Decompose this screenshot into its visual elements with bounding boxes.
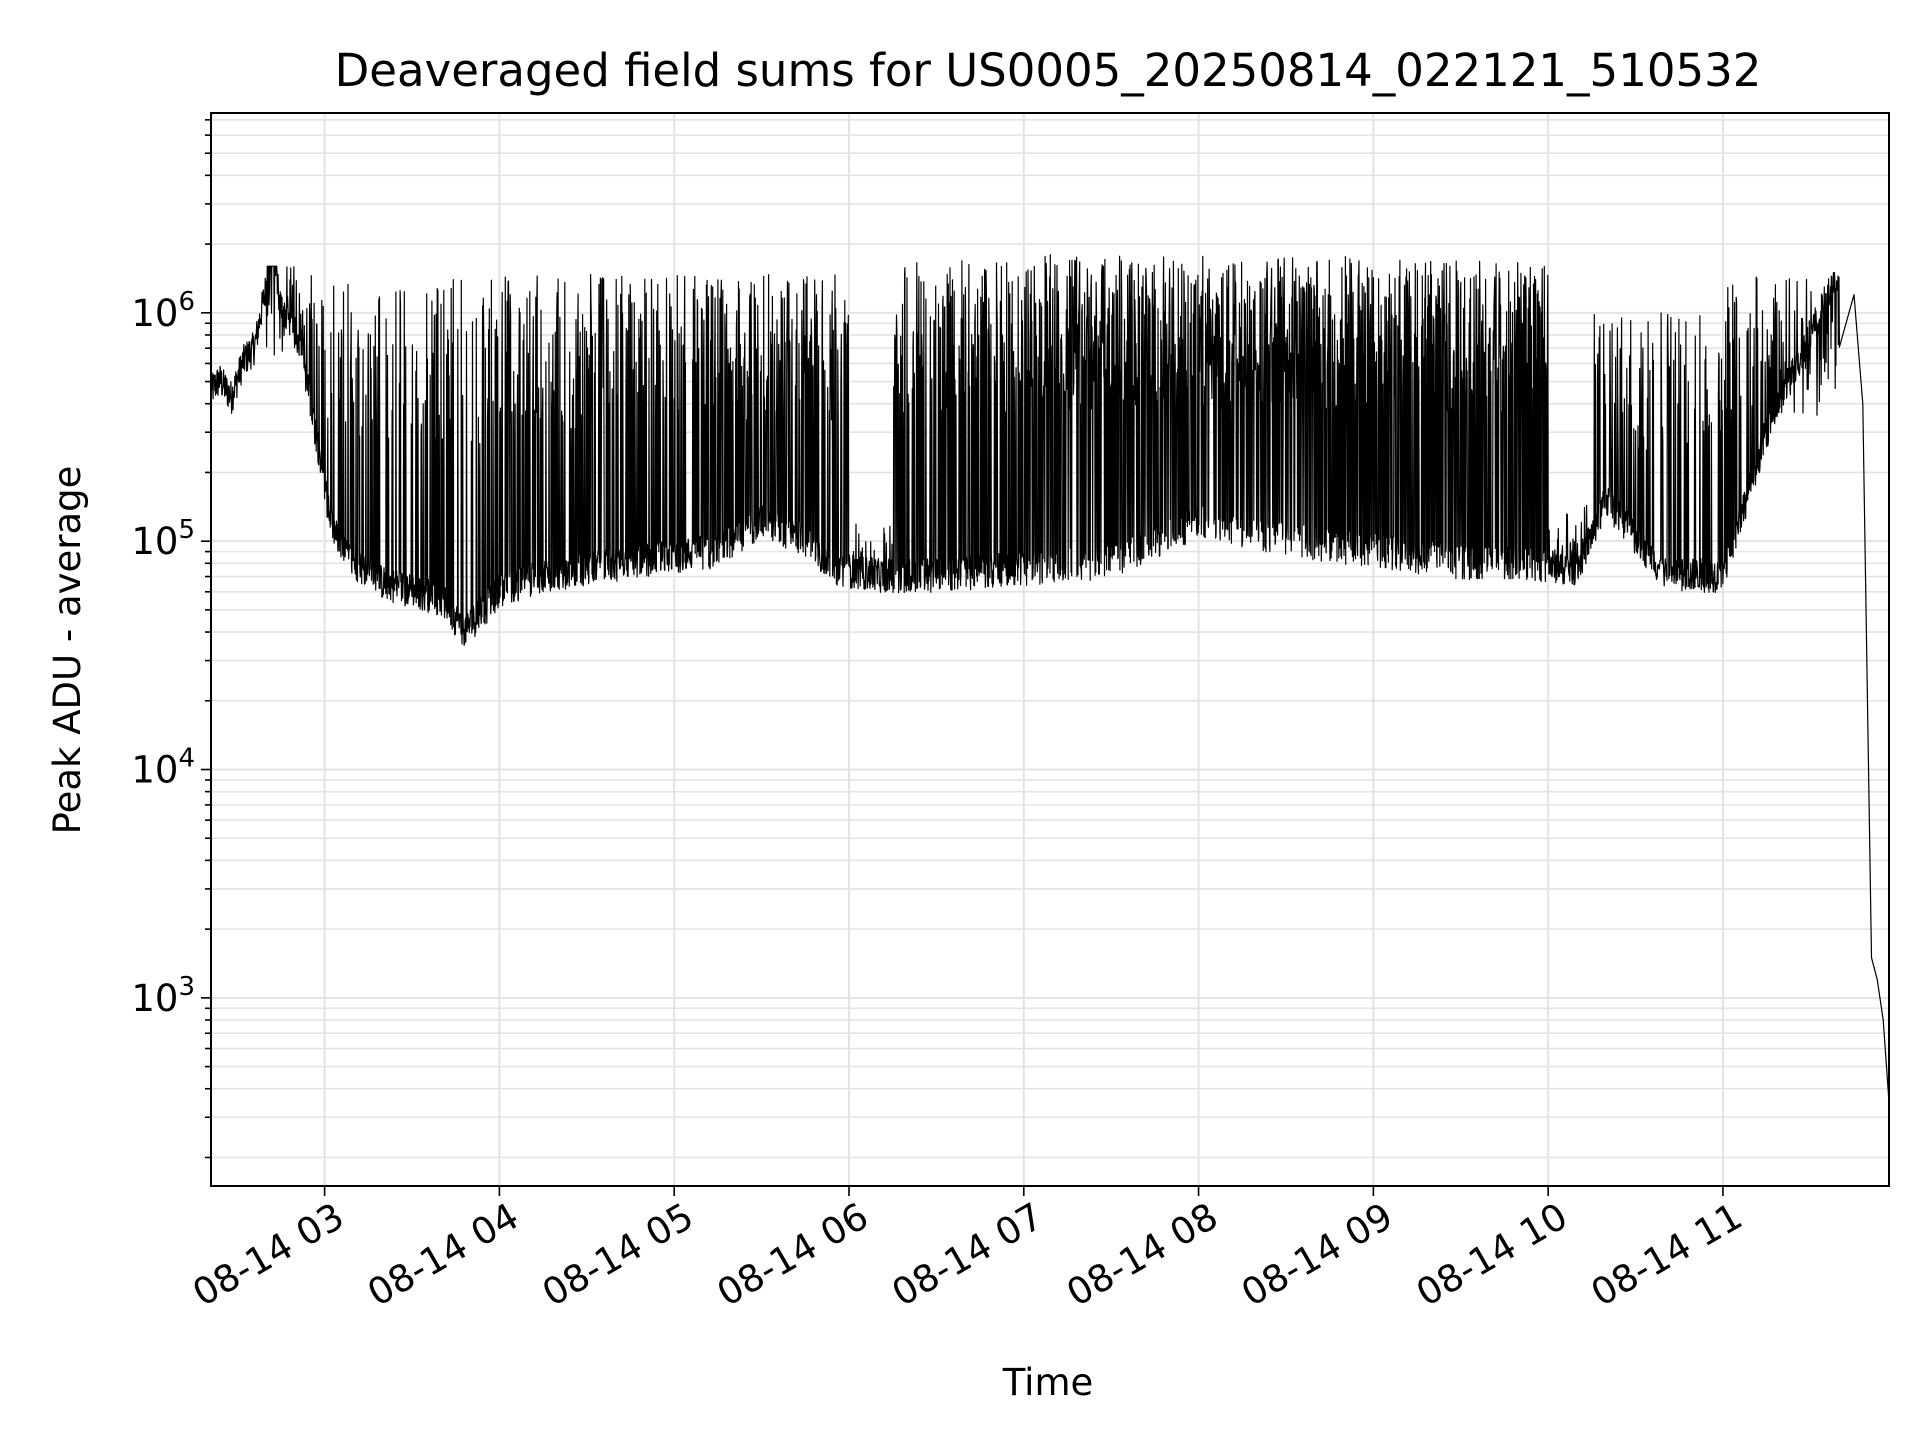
- y-axis-label: Peak ADU - average: [46, 466, 89, 835]
- y-tick-exponent: 5: [178, 515, 195, 545]
- line-layer: [210, 254, 1890, 1103]
- y-tick-label: 106: [131, 287, 195, 335]
- y-tick-base: 10: [131, 292, 178, 335]
- chart-title: Deaveraged field sums for US0005_2025081…: [335, 44, 1762, 97]
- plot-frame: [210, 112, 1890, 1187]
- y-tick-base: 10: [131, 977, 178, 1020]
- y-tick-exponent: 4: [178, 744, 195, 774]
- y-tick-exponent: 3: [178, 972, 195, 1002]
- y-tick-label: 105: [131, 515, 195, 563]
- grid-layer: [211, 113, 1889, 1186]
- series-line: [210, 254, 1890, 1103]
- x-axis-label: Time: [1002, 1361, 1094, 1404]
- y-tick-label: 103: [131, 972, 195, 1020]
- y-tick-exponent: 6: [178, 287, 195, 317]
- y-tick-label: 104: [131, 744, 195, 792]
- y-tick-base: 10: [131, 520, 178, 563]
- y-tick-base: 10: [131, 749, 178, 792]
